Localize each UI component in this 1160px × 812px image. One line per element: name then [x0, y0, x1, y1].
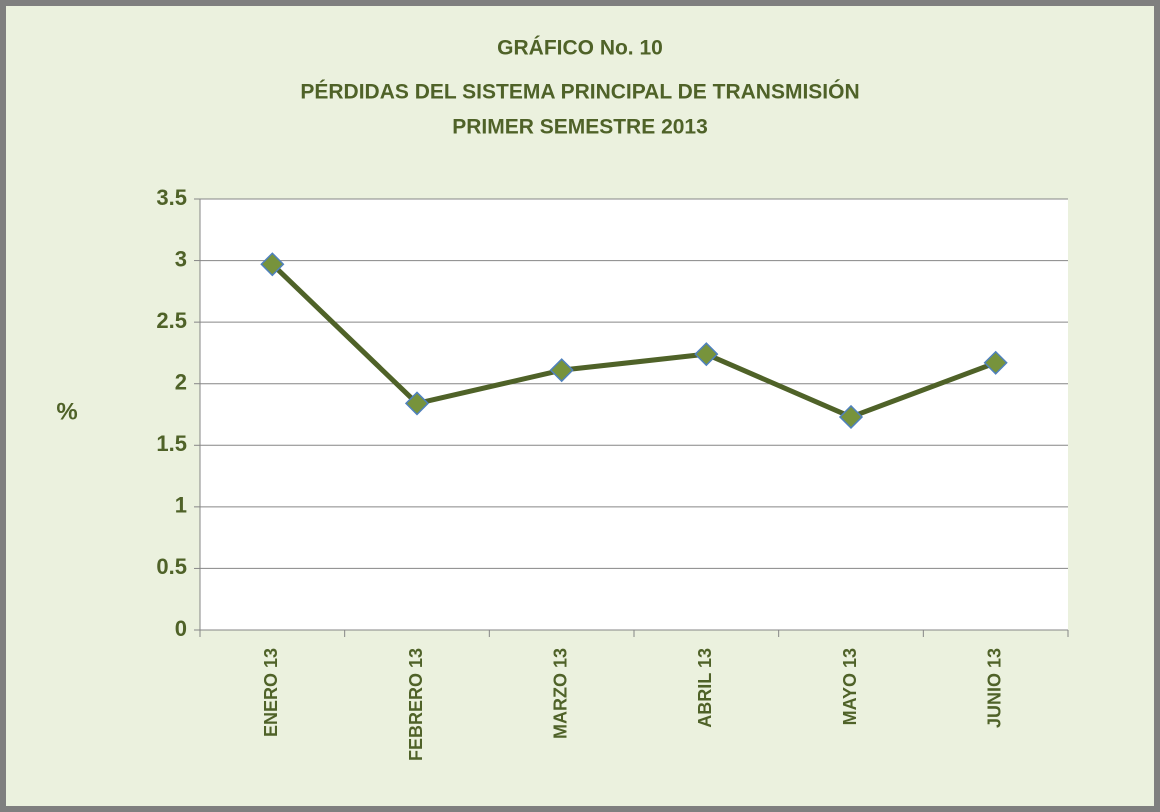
data-marker	[983, 350, 1008, 375]
y-tick-label: 0	[175, 616, 187, 641]
plot-area	[200, 199, 1068, 630]
x-tick-label: ABRIL 13	[695, 648, 715, 728]
data-marker	[694, 342, 719, 367]
y-tick-label: 1.5	[156, 431, 187, 456]
series-line	[270, 262, 997, 420]
chart-title: PRIMER SEMESTRE 2013	[452, 116, 708, 139]
x-tick-label: MARZO 13	[550, 648, 570, 739]
data-marker	[838, 404, 864, 430]
y-tick-label: 1	[175, 493, 187, 518]
data-marker	[404, 391, 430, 416]
y-tick-label: 2	[175, 370, 187, 395]
chart-title: GRÁFICO No. 10	[497, 37, 663, 60]
x-tick-label: MAYO 13	[840, 648, 860, 725]
y-tick-label: 0.5	[156, 554, 187, 579]
chart-title: PÉRDIDAS DEL SISTEMA PRINCIPAL DE TRANSM…	[300, 80, 859, 104]
y-tick-label: 3	[175, 246, 187, 271]
data-marker	[549, 358, 574, 383]
x-tick-label: JUNIO 13	[984, 648, 1004, 728]
y-tick-label: 2.5	[156, 308, 187, 333]
x-tick-label: FEBRERO 13	[406, 648, 426, 761]
y-tick-label: 3.5	[156, 185, 187, 210]
x-tick-label: ENERO 13	[261, 648, 281, 737]
data-marker	[260, 252, 285, 277]
y-axis-label: %	[56, 398, 77, 425]
